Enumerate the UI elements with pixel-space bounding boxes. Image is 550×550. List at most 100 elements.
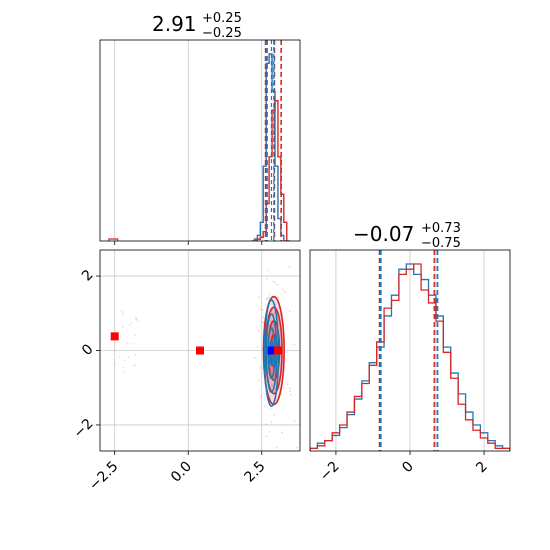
scatter-point xyxy=(254,356,256,359)
scatter-point-outlier xyxy=(128,324,131,326)
scatter-point xyxy=(288,266,291,268)
scatter-point xyxy=(266,277,268,280)
bottom-left-xtick-label-2: 2.5 xyxy=(242,459,269,486)
top-left-hist-series-1 xyxy=(254,100,290,241)
scatter-point xyxy=(268,296,270,299)
scatter-point xyxy=(262,316,265,319)
scatter-point-outlier xyxy=(121,312,124,315)
scatter-point xyxy=(274,282,276,284)
scatter-point xyxy=(276,283,279,286)
bottom-left-markers xyxy=(110,332,282,355)
scatter-point xyxy=(268,293,271,296)
scatter-point xyxy=(266,297,268,300)
panel-top-left: 2.91 +0.25 −0.25 xyxy=(99,11,301,245)
bottom-left-xtick-label-0: −2.5 xyxy=(86,459,121,494)
top-left-hist-outlier xyxy=(108,238,119,241)
scatter-point-outlier xyxy=(134,334,137,336)
scatter-point xyxy=(267,269,270,272)
scatter-point xyxy=(289,387,291,390)
scatter-point xyxy=(259,367,261,369)
scatter-point-outlier xyxy=(127,356,130,359)
scatter-point-outlier xyxy=(136,319,138,321)
scatter-point xyxy=(268,430,271,433)
scatter-point xyxy=(283,387,285,389)
top-left-grid xyxy=(114,40,263,245)
scatter-point xyxy=(258,296,260,299)
scatter-point xyxy=(270,330,273,332)
scatter-point-outlier xyxy=(123,370,125,373)
bottom-right-xtick-label-0: −2 xyxy=(317,459,343,485)
top-left-title-plus: +0.25 xyxy=(202,11,242,26)
scatter-point xyxy=(290,393,292,396)
top-left-histogram xyxy=(108,53,290,241)
bottom-left-ytick-label-2: 2 xyxy=(79,267,97,285)
scatter-point xyxy=(261,365,263,368)
scatter-point xyxy=(285,351,288,353)
panel-bottom-right: −2 0 2 −0.07 +0.73 −0.75 xyxy=(309,221,511,484)
panel-bottom-left: −2.5 0.0 2.5 −2 0 2 xyxy=(71,249,306,494)
scatter-point-outlier xyxy=(135,318,138,321)
scatter-point xyxy=(257,379,260,382)
scatter-point xyxy=(262,321,265,324)
scatter-point xyxy=(262,309,264,311)
scatter-point xyxy=(296,446,299,449)
scatter-point-outlier xyxy=(122,366,124,369)
scatter-point-outlier xyxy=(121,326,124,328)
scatter-point xyxy=(288,310,291,313)
scatter-point xyxy=(293,420,296,422)
scatter-point-outlier xyxy=(121,310,123,312)
scatter-point xyxy=(269,319,272,322)
bottom-left-ytick-label-0: −2 xyxy=(71,416,97,442)
scatter-point xyxy=(287,383,289,386)
scatter-point xyxy=(271,385,273,387)
bottom-right-quantile-lines xyxy=(378,250,439,451)
scatter-point xyxy=(267,297,269,300)
scatter-point xyxy=(263,405,266,407)
bottom-right-hist-series-1 xyxy=(310,263,510,451)
scatter-point xyxy=(265,423,267,426)
scatter-point xyxy=(272,280,275,283)
scatter-point xyxy=(265,298,268,301)
scatter-point xyxy=(261,321,263,324)
scatter-point-outlier xyxy=(134,353,137,356)
scatter-point-outlier xyxy=(135,316,137,319)
scatter-point xyxy=(271,366,273,369)
scatter-point xyxy=(273,414,275,416)
scatter-point xyxy=(263,392,265,395)
bottom-right-histogram xyxy=(310,263,510,451)
scatter-point-outlier xyxy=(130,322,133,325)
scatter-point xyxy=(269,408,272,410)
top-left-title-minus: −0.25 xyxy=(202,26,242,41)
marker-square-3 xyxy=(273,346,282,355)
scatter-point xyxy=(273,460,275,462)
scatter-point xyxy=(293,343,296,346)
top-left-quantile-lines xyxy=(264,40,282,241)
bottom-right-title-minus: −0.75 xyxy=(421,236,461,251)
bottom-right-title-plus: +0.73 xyxy=(421,221,461,236)
scatter-point-outlier xyxy=(132,365,135,367)
scatter-point-outlier xyxy=(130,342,132,345)
scatter-point xyxy=(259,395,262,398)
scatter-point xyxy=(289,390,291,392)
scatter-point-outlier xyxy=(113,363,116,365)
scatter-point xyxy=(274,387,276,390)
scatter-point xyxy=(276,446,278,449)
marker-square-1 xyxy=(196,346,204,355)
top-left-hist-series-0 xyxy=(251,53,287,241)
bottom-right-xtick-label-2: 2 xyxy=(473,459,491,477)
scatter-point xyxy=(270,421,273,423)
scatter-point xyxy=(271,369,274,371)
scatter-point-outlier xyxy=(126,342,129,344)
scatter-point xyxy=(273,312,276,315)
bottom-left-ytick-label-1: 0 xyxy=(79,341,97,359)
scatter-point xyxy=(259,308,262,310)
bottom-right-xtick-label-1: 0 xyxy=(399,459,417,477)
scatter-point-outlier xyxy=(134,364,137,366)
scatter-point xyxy=(274,303,277,305)
scatter-point xyxy=(271,383,273,386)
scatter-point xyxy=(304,344,306,346)
marker-square-0 xyxy=(110,332,119,341)
bottom-right-ticks: −2 0 2 xyxy=(317,451,491,484)
bottom-right-hist-series-0 xyxy=(310,263,510,451)
